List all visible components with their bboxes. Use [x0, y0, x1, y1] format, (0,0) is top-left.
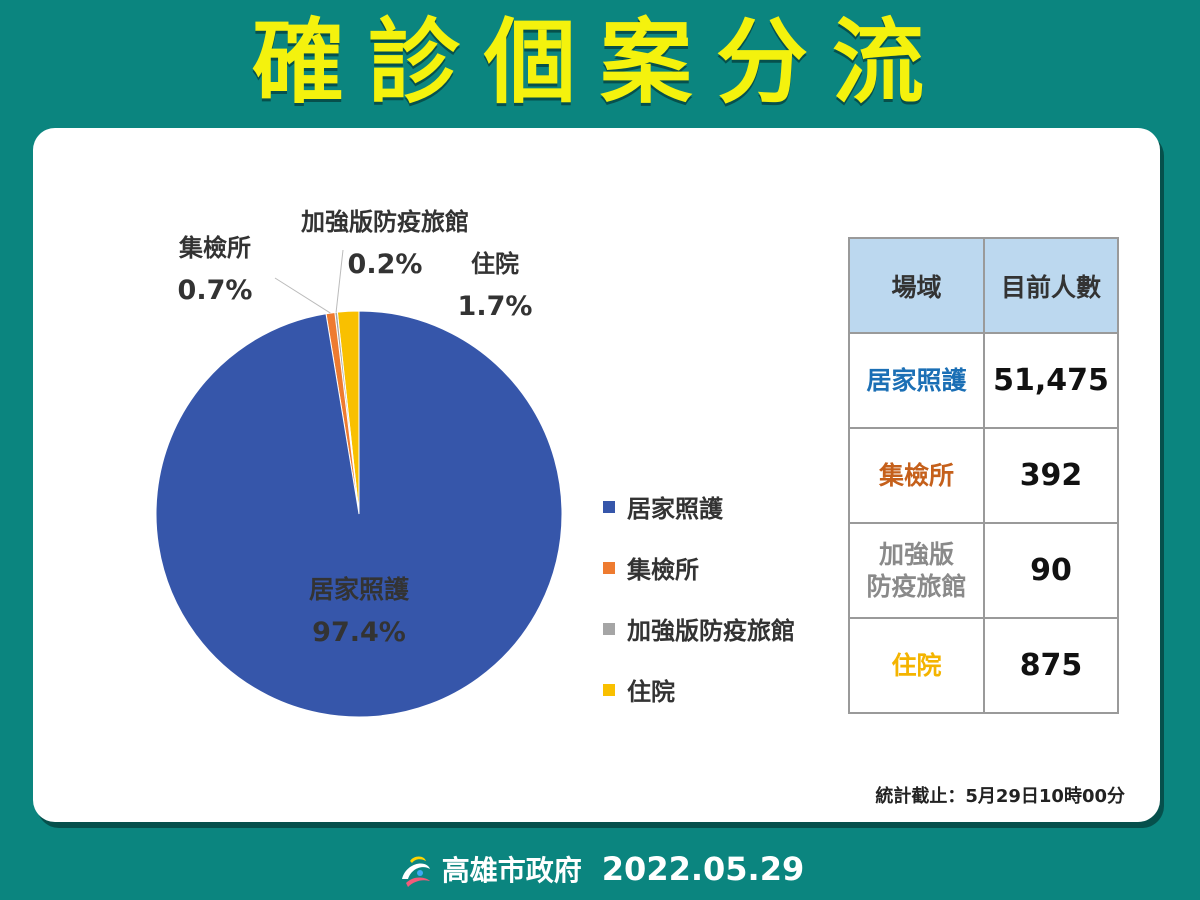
slice-value-label: 0.7% [178, 275, 253, 306]
column-header: 場域 [848, 237, 985, 334]
row-name-line: 居家照護 [866, 365, 967, 395]
slice-category-label: 加強版防疫旅館 [301, 208, 469, 236]
slice-value-label: 1.7% [458, 291, 533, 322]
row-name-line: 住院 [891, 650, 942, 680]
footer-org: 高雄市政府 [441, 854, 582, 887]
row-value: 875 [983, 617, 1119, 714]
row-name: 加強版 防疫旅館 [848, 522, 985, 619]
count-table: 場域 目前人數 居家照護 51,475 集檢所 392 加強版 防疫旅館 90 住… [848, 237, 1119, 714]
legend-item-hotel: 加強版防疫旅館 [603, 598, 795, 659]
slice-category-label: 住院 [471, 250, 519, 278]
pie-chart: 居家照護 97.4% 集檢所 0.7% 加強版防疫旅館 0.2% 住院 1.7% [155, 208, 563, 718]
leader-line [274, 277, 331, 314]
row-name-line: 加強版 [878, 539, 954, 569]
footer-date: 2022.05.29 [601, 850, 805, 888]
row-name-line: 防疫旅館 [866, 571, 967, 601]
slice-value-label: 97.4% [312, 617, 406, 648]
slice-home-care [155, 310, 563, 718]
slice-category-label: 居家照護 [309, 575, 410, 604]
legend-label: 集檢所 [627, 556, 699, 584]
cutoff-note: 統計截止：5月29日10時00分 [875, 786, 1125, 807]
legend-swatch [603, 683, 615, 696]
table-row: 集檢所 392 [848, 427, 1119, 524]
row-value: 90 [983, 522, 1119, 619]
column-header: 目前人數 [983, 237, 1119, 334]
city-logo-icon [401, 856, 430, 887]
leader-line [335, 249, 344, 313]
content-card: 居家照護 97.4% 集檢所 0.7% 加強版防疫旅館 0.2% 住院 1.7% 居家照護 集… [33, 128, 1160, 822]
legend-swatch [603, 561, 615, 574]
legend-label: 住院 [627, 678, 675, 706]
table-header-row: 場域 目前人數 [848, 237, 1119, 334]
row-value: 51,475 [983, 332, 1119, 429]
table-row: 居家照護 51,475 [848, 332, 1119, 429]
legend-item-quarantine-center: 集檢所 [603, 537, 795, 598]
row-name: 集檢所 [848, 427, 985, 524]
legend-swatch [603, 500, 615, 513]
footer: 高雄市政府 2022.05.29 [0, 838, 1200, 900]
row-name: 住院 [848, 617, 985, 714]
table-row: 加強版 防疫旅館 90 [848, 522, 1119, 619]
row-name: 居家照護 [848, 332, 985, 429]
legend-item-hospital: 住院 [603, 659, 795, 720]
slice-category-label: 集檢所 [178, 234, 251, 262]
row-value: 392 [983, 427, 1119, 524]
legend-swatch [603, 622, 615, 635]
row-name-line: 集檢所 [878, 460, 954, 490]
table-row: 住院 875 [848, 617, 1119, 714]
legend-label: 居家照護 [627, 495, 723, 523]
legend-item-home-care: 居家照護 [603, 476, 795, 537]
slice-value-label: 0.2% [348, 249, 423, 280]
chart-legend: 居家照護 集檢所 加強版防疫旅館 住院 [603, 476, 795, 720]
page-title: 確診個案分流 [251, 9, 948, 116]
legend-label: 加強版防疫旅館 [627, 617, 795, 645]
